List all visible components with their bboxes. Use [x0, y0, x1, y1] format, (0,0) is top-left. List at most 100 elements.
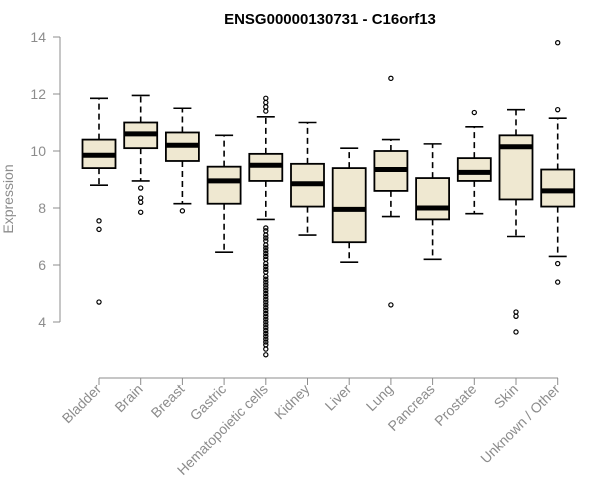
box-group	[373, 75, 409, 308]
boxes	[81, 40, 576, 358]
outlier-point	[263, 296, 269, 302]
x-tick-label: Brain	[111, 381, 145, 415]
box-group	[498, 108, 534, 335]
outlier-point	[263, 248, 269, 254]
x-tick-label: Prostate	[431, 381, 479, 429]
x-tick-label: Bladder	[59, 381, 105, 427]
outlier-point	[263, 305, 269, 311]
y-tick-label: 6	[38, 257, 46, 273]
outlier-point	[263, 293, 269, 300]
outlier-point	[263, 316, 269, 322]
box-group	[123, 94, 159, 215]
outlier-point	[263, 310, 269, 317]
x-tick-label: Unknown / Other	[477, 381, 563, 467]
y-tick-label: 4	[38, 314, 46, 330]
y-tick-label: 12	[30, 86, 46, 102]
outlier-point	[263, 260, 269, 267]
outlier-point	[263, 342, 269, 348]
outlier-point	[263, 245, 269, 251]
outlier-point	[263, 250, 269, 257]
outlier-point	[263, 269, 269, 275]
outlier-point	[263, 313, 269, 319]
box-group	[206, 134, 242, 253]
outlier-point	[513, 329, 519, 335]
outlier-point	[263, 263, 269, 270]
outlier-point	[96, 226, 102, 233]
outlier-point	[263, 95, 269, 101]
outlier-point	[263, 108, 269, 114]
outlier-point	[263, 273, 269, 280]
outlier-point	[263, 228, 269, 234]
outlier-point	[96, 218, 102, 224]
outlier-point	[263, 242, 269, 248]
x-tick-label: Liver	[322, 381, 355, 414]
outlier-point	[263, 238, 269, 244]
box-group	[81, 97, 117, 305]
outlier-point	[263, 225, 269, 231]
box-group	[415, 143, 451, 261]
outlier-point	[263, 104, 269, 110]
outlier-point	[263, 287, 269, 294]
y-tick-label: 10	[30, 143, 46, 159]
outlier-point	[263, 282, 269, 288]
outlier-point	[263, 302, 269, 308]
iqr-box	[331, 167, 367, 244]
outlier-point	[263, 290, 269, 297]
outlier-point	[137, 209, 144, 215]
iqr-box	[206, 165, 242, 205]
outlier-point	[263, 232, 269, 238]
outlier-point	[263, 325, 269, 331]
outlier-point	[263, 266, 269, 272]
iqr-box	[415, 177, 451, 221]
outlier-point	[555, 260, 561, 267]
y-axis-label: Expression	[0, 164, 16, 233]
x-tick-label: Kidney	[271, 381, 313, 423]
outlier-point	[388, 302, 394, 308]
box-group	[456, 109, 492, 215]
outlier-point	[555, 40, 561, 46]
y-ticks: 4 6 8 10 12 14	[30, 29, 60, 330]
iqr-box	[540, 168, 576, 208]
iqr-box	[456, 157, 492, 182]
outlier-point	[263, 279, 269, 285]
outlier-point	[263, 285, 269, 291]
chart-title: ENSG00000130731 - C16orf13	[224, 11, 436, 28]
outlier-point	[263, 99, 269, 106]
box-group	[290, 121, 325, 236]
x-tick-label: Lung	[363, 381, 396, 414]
box-group	[248, 95, 284, 358]
outlier-point	[263, 333, 269, 339]
outlier-point	[137, 185, 144, 191]
outlier-point	[388, 75, 394, 82]
outlier-point	[263, 235, 269, 241]
outlier-point	[137, 199, 144, 205]
outlier-point	[513, 309, 519, 315]
box-group	[164, 107, 200, 214]
outlier-point	[96, 299, 102, 305]
outlier-point	[263, 339, 269, 345]
outlier-point	[263, 307, 269, 314]
outlier-point	[263, 256, 269, 262]
box-group	[540, 40, 576, 285]
outlier-point	[263, 346, 269, 352]
outlier-point	[263, 322, 269, 328]
outlier-point	[263, 253, 269, 260]
outlier-point	[137, 195, 144, 201]
outlier-point	[263, 336, 269, 342]
outlier-point	[263, 352, 269, 358]
x-tick-label: Skin	[491, 381, 522, 412]
outlier-point	[471, 109, 477, 116]
y-tick-label: 14	[30, 29, 46, 45]
outlier-point	[179, 208, 186, 214]
outlier-point	[263, 299, 269, 305]
outlier-point	[555, 279, 561, 285]
box-group	[331, 147, 367, 263]
outlier-point	[263, 330, 269, 337]
outlier-point	[263, 327, 269, 334]
x-tick-label: Breast	[148, 381, 188, 421]
outlier-point	[263, 276, 269, 282]
y-tick-label: 8	[38, 200, 46, 216]
outlier-point	[263, 319, 269, 325]
